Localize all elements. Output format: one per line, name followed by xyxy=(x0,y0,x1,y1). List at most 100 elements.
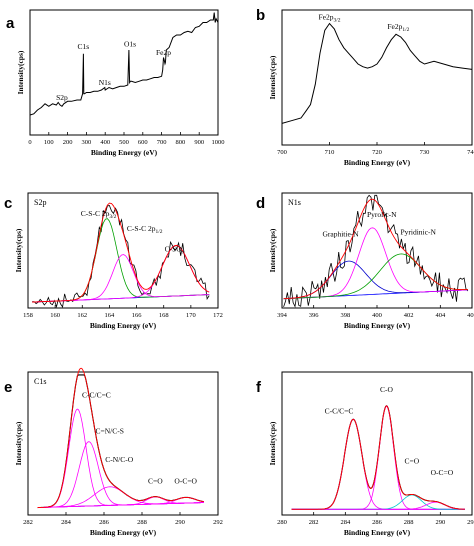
x-tick-label: 700 xyxy=(157,139,167,146)
peak-annotation: C-S-C 2p3/2 xyxy=(81,209,117,220)
x-axis-label: Binding Energy (eV) xyxy=(90,528,157,537)
chart-panel-e: e 282 284 286 288 290 292 Binding Energy (eV) In… xyxy=(4,367,223,537)
peak-annotation: O-C=O xyxy=(431,468,454,477)
y-axis-label: Intensity(cps) xyxy=(268,228,277,272)
x-tick-label: 396 xyxy=(309,312,320,319)
x-tick-label: 282 xyxy=(23,519,33,526)
x-tick-label: 900 xyxy=(194,139,204,146)
x-tick-label: 710 xyxy=(325,149,335,156)
x-tick-label: 172 xyxy=(213,312,223,319)
peak-annotation: C-SOx xyxy=(165,245,185,256)
y-axis-label: Intensity(cps) xyxy=(14,228,23,272)
x-tick-label: 160 xyxy=(50,312,60,319)
peak-annotation: O1s xyxy=(124,39,136,48)
x-axis-label: Binding Energy (eV) xyxy=(91,148,158,157)
plot-frame xyxy=(281,371,473,516)
x-tick-label: 158 xyxy=(23,312,33,319)
fit-envelope xyxy=(37,367,204,509)
x-tick-label: 290 xyxy=(175,519,185,526)
chart-panel-a: a 0 100 200 300 400 500 600 700 800 900 1000 Binding… xyxy=(6,9,225,157)
x-tick-label: 164 xyxy=(105,312,116,319)
x-tick-label: 400 xyxy=(372,312,382,319)
x-tick-label: 740 xyxy=(467,149,474,156)
raw-spectrum xyxy=(32,205,210,309)
fit-component xyxy=(32,254,210,303)
x-tick-label: 398 xyxy=(340,312,350,319)
fit-envelope xyxy=(283,198,468,300)
x-tick-label: 292 xyxy=(213,519,223,526)
peak-annotation: C-O xyxy=(380,385,394,394)
x-tick-label: 1000 xyxy=(212,139,225,146)
peak-annotation: C=O xyxy=(405,457,420,466)
plot-frame xyxy=(27,371,219,516)
x-tick-label: 282 xyxy=(309,519,319,526)
fit-envelope xyxy=(32,202,210,303)
peak-annotation: N1s xyxy=(99,78,111,87)
y-axis-label: Intensity(cps) xyxy=(268,421,277,465)
x-tick-label: 0 xyxy=(28,139,31,146)
panel-letter-e: e xyxy=(4,379,12,396)
x-axis-label: Binding Energy (eV) xyxy=(344,528,411,537)
x-tick-label: 280 xyxy=(277,519,287,526)
peak-annotation: Fe2p3/2 xyxy=(318,12,340,23)
peak-annotation: C-C/C=C xyxy=(325,406,354,415)
x-tick-label: 200 xyxy=(63,139,73,146)
x-tick-label: 286 xyxy=(99,519,110,526)
panel-letter-f: f xyxy=(256,379,262,396)
peak-annotation: O-C=O xyxy=(174,477,197,486)
x-tick-label: 800 xyxy=(176,139,186,146)
x-tick-label: 700 xyxy=(277,149,287,156)
peak-annotation: S2p xyxy=(56,93,68,102)
x-tick-label: 730 xyxy=(420,149,430,156)
x-tick-label: 290 xyxy=(435,519,445,526)
y-axis-label: Intensity(cps) xyxy=(14,421,23,465)
x-axis-label: Binding Energy (eV) xyxy=(344,158,411,167)
y-axis-label: Intensity(cps) xyxy=(268,55,277,99)
peak-annotation: C=N/C-S xyxy=(95,426,123,435)
x-tick-label: 168 xyxy=(159,312,169,319)
series-line xyxy=(29,12,219,116)
peak-annotation: Pyridinic-N xyxy=(400,227,436,236)
x-tick-label: 288 xyxy=(137,519,147,526)
x-tick-label: 404 xyxy=(435,312,446,319)
peak-annotation: C1s xyxy=(78,42,90,51)
fit-component xyxy=(37,441,204,508)
panel-title: C1s xyxy=(34,377,46,386)
panel-letter-d: d xyxy=(256,195,265,212)
panel-letter-a: a xyxy=(6,15,15,32)
x-tick-label: 300 xyxy=(82,139,92,146)
chart-panel-b: b 700 710 720 730 740 Binding Energy (eV) Inten… xyxy=(256,7,474,167)
peak-annotation: Fe2p xyxy=(156,48,171,57)
chart-panel-d: d 394 396 398 400 402 404 406 Binding Energy (eV… xyxy=(256,192,474,330)
x-axis-label: Binding Energy (eV) xyxy=(90,321,157,330)
x-tick-label: 406 xyxy=(467,312,474,319)
peak-annotation: Pyrolic-N xyxy=(367,210,397,219)
x-tick-label: 500 xyxy=(119,139,129,146)
x-axis-label: Binding Energy (eV) xyxy=(344,321,411,330)
peak-annotation: C=O xyxy=(148,477,163,486)
panel-title: N1s xyxy=(288,198,301,207)
x-tick-label: 162 xyxy=(77,312,87,319)
x-tick-label: 166 xyxy=(132,312,143,319)
panel-letter-c: c xyxy=(4,195,12,212)
peak-annotation: Fe2p1/2 xyxy=(387,22,409,33)
x-tick-label: 600 xyxy=(138,139,148,146)
raw-spectrum xyxy=(37,374,204,509)
fit-envelope xyxy=(291,405,465,510)
panel-title: S2p xyxy=(34,198,46,207)
x-tick-label: 170 xyxy=(186,312,196,319)
x-tick-label: 286 xyxy=(372,519,383,526)
y-axis-label: Intensity(cps) xyxy=(16,50,25,94)
raw-spectrum xyxy=(283,194,469,308)
fit-component xyxy=(32,218,210,303)
chart-panel-f: f 280 282 284 286 288 290 292 Binding Energy (eV… xyxy=(256,371,474,537)
peak-annotation: C-N/C-O xyxy=(105,455,134,464)
x-tick-label: 400 xyxy=(100,139,110,146)
plot-frame xyxy=(29,9,219,136)
x-tick-label: 284 xyxy=(340,519,351,526)
x-tick-label: 402 xyxy=(404,312,414,319)
peak-annotation: C-C/C=C xyxy=(82,391,111,400)
fit-component xyxy=(283,253,468,300)
panel-letter-b: b xyxy=(256,7,265,24)
